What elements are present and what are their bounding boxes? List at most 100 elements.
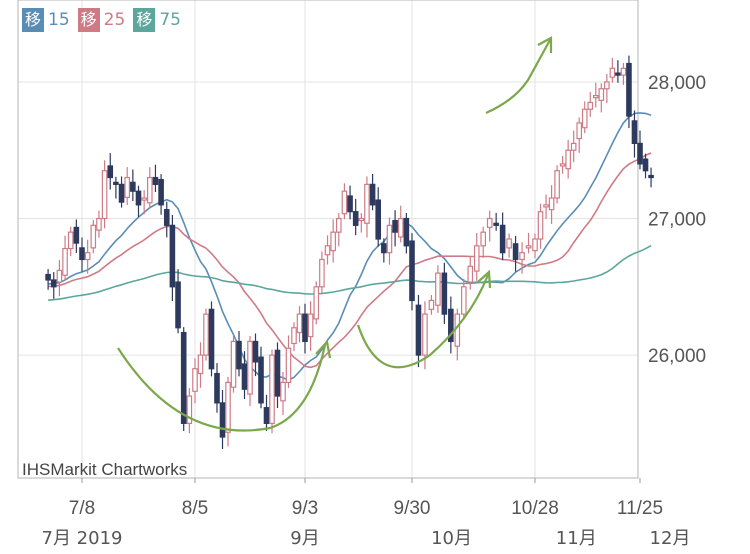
candle-down bbox=[642, 158, 649, 172]
month-label: 7月 2019 bbox=[42, 528, 123, 549]
legend-tag-ma75: 移 bbox=[133, 8, 156, 32]
candle-up bbox=[147, 176, 153, 204]
legend-tag-ma25: 移 bbox=[77, 8, 100, 32]
candle-up bbox=[67, 231, 74, 250]
candle-down bbox=[648, 174, 654, 179]
candle-up bbox=[525, 245, 532, 249]
candle-down bbox=[169, 224, 176, 288]
candle-up bbox=[319, 258, 325, 288]
legend-item-ma15: 移 15 bbox=[22, 8, 70, 32]
candle-up bbox=[581, 108, 588, 129]
candle-up bbox=[364, 183, 370, 224]
candle-down bbox=[158, 178, 164, 206]
candle-up bbox=[548, 197, 555, 211]
legend-value-ma25: 25 bbox=[103, 10, 126, 30]
candle-up bbox=[197, 354, 204, 375]
candle-down bbox=[626, 62, 632, 117]
plot-frame bbox=[17, 0, 639, 479]
month-label: 10月 bbox=[431, 528, 472, 549]
candle-down bbox=[352, 211, 359, 226]
candle-down bbox=[347, 195, 353, 213]
candle-up bbox=[225, 381, 231, 433]
candle-down bbox=[180, 331, 187, 424]
month-label: 11月 bbox=[556, 528, 597, 549]
candle-down bbox=[236, 340, 242, 370]
candle-up bbox=[519, 252, 525, 261]
ma75-line bbox=[48, 244, 652, 301]
candle-down bbox=[441, 272, 448, 315]
month-label: 9月 bbox=[290, 528, 319, 549]
y-tick-label: 28,000 bbox=[648, 73, 706, 94]
candle-down bbox=[118, 183, 125, 203]
candle-down bbox=[241, 363, 248, 390]
trend-arrow-curve bbox=[356, 274, 490, 369]
candle-down bbox=[637, 142, 643, 165]
candle-up bbox=[324, 245, 331, 256]
candle-up bbox=[141, 197, 147, 201]
watermark: IHSMarkit Chartworks bbox=[22, 460, 187, 479]
x-tick-label: 9/3 bbox=[292, 498, 318, 519]
candle-down bbox=[45, 273, 51, 281]
candle-down bbox=[50, 279, 57, 288]
candlesticks bbox=[45, 55, 654, 450]
candle-up bbox=[592, 94, 599, 99]
candle-up bbox=[285, 347, 292, 383]
candle-up bbox=[435, 272, 441, 306]
candle-up bbox=[90, 224, 97, 249]
candle-up bbox=[96, 217, 102, 231]
candle-up bbox=[460, 286, 467, 315]
x-tick-label: 9/30 bbox=[394, 498, 431, 519]
candle-up bbox=[604, 81, 610, 90]
candle-down bbox=[499, 224, 506, 254]
candle-down bbox=[631, 120, 638, 145]
candle-up bbox=[101, 170, 108, 220]
candle-up bbox=[559, 163, 566, 167]
candle-down bbox=[302, 313, 308, 343]
candle-down bbox=[274, 349, 281, 397]
candle-up bbox=[335, 217, 342, 233]
candle-down bbox=[615, 72, 621, 76]
candle-up bbox=[62, 247, 68, 276]
candle-up bbox=[506, 238, 512, 249]
x-tick-label: 7/8 bbox=[69, 498, 95, 519]
candle-down bbox=[175, 281, 181, 329]
trend-arrow-head bbox=[537, 36, 553, 53]
candle-up bbox=[280, 381, 286, 402]
candle-up bbox=[341, 190, 348, 215]
y-tick-label: 26,000 bbox=[648, 346, 706, 367]
legend-value-ma75: 75 bbox=[159, 10, 181, 30]
candle-up bbox=[486, 217, 493, 228]
candle-up bbox=[84, 252, 91, 261]
candle-down bbox=[219, 402, 226, 438]
candle-down bbox=[369, 183, 376, 206]
candle-up bbox=[397, 217, 404, 238]
candle-up bbox=[565, 149, 571, 170]
candle-up bbox=[230, 340, 237, 388]
candle-up bbox=[587, 101, 594, 110]
ma15-line bbox=[48, 112, 652, 381]
legend-value-ma15: 15 bbox=[48, 10, 70, 30]
candle-up bbox=[358, 217, 365, 222]
x-tick-label: 11/25 bbox=[617, 498, 663, 519]
candle-up bbox=[247, 340, 253, 395]
legend-item-ma25: 移 25 bbox=[77, 8, 126, 32]
candle-up bbox=[291, 327, 297, 345]
candle-up bbox=[192, 368, 198, 392]
candle-down bbox=[375, 199, 382, 240]
candle-up bbox=[330, 231, 336, 252]
legend: 移 15 移 25 移 75 bbox=[22, 8, 181, 32]
candle-down bbox=[113, 181, 119, 185]
trend-arrow-curve bbox=[485, 39, 551, 115]
x-tick-label: 8/5 bbox=[182, 498, 208, 519]
candle-down bbox=[252, 340, 259, 363]
candle-down bbox=[163, 209, 170, 226]
candle-down bbox=[214, 372, 220, 404]
trend-arrow-curve bbox=[117, 344, 327, 432]
x-axis-labels: 7/8 8/5 9/3 9/30 10/28 11/25 7月 2019 9月 10月 11月 12… bbox=[42, 478, 690, 549]
candle-down bbox=[79, 247, 85, 261]
candle-up bbox=[620, 67, 627, 76]
legend-tag-ma15: 移 bbox=[22, 8, 45, 32]
candle-down bbox=[130, 181, 136, 192]
y-axis-labels: 26,000 27,000 28,000 bbox=[648, 73, 706, 367]
candle-up bbox=[554, 170, 560, 199]
